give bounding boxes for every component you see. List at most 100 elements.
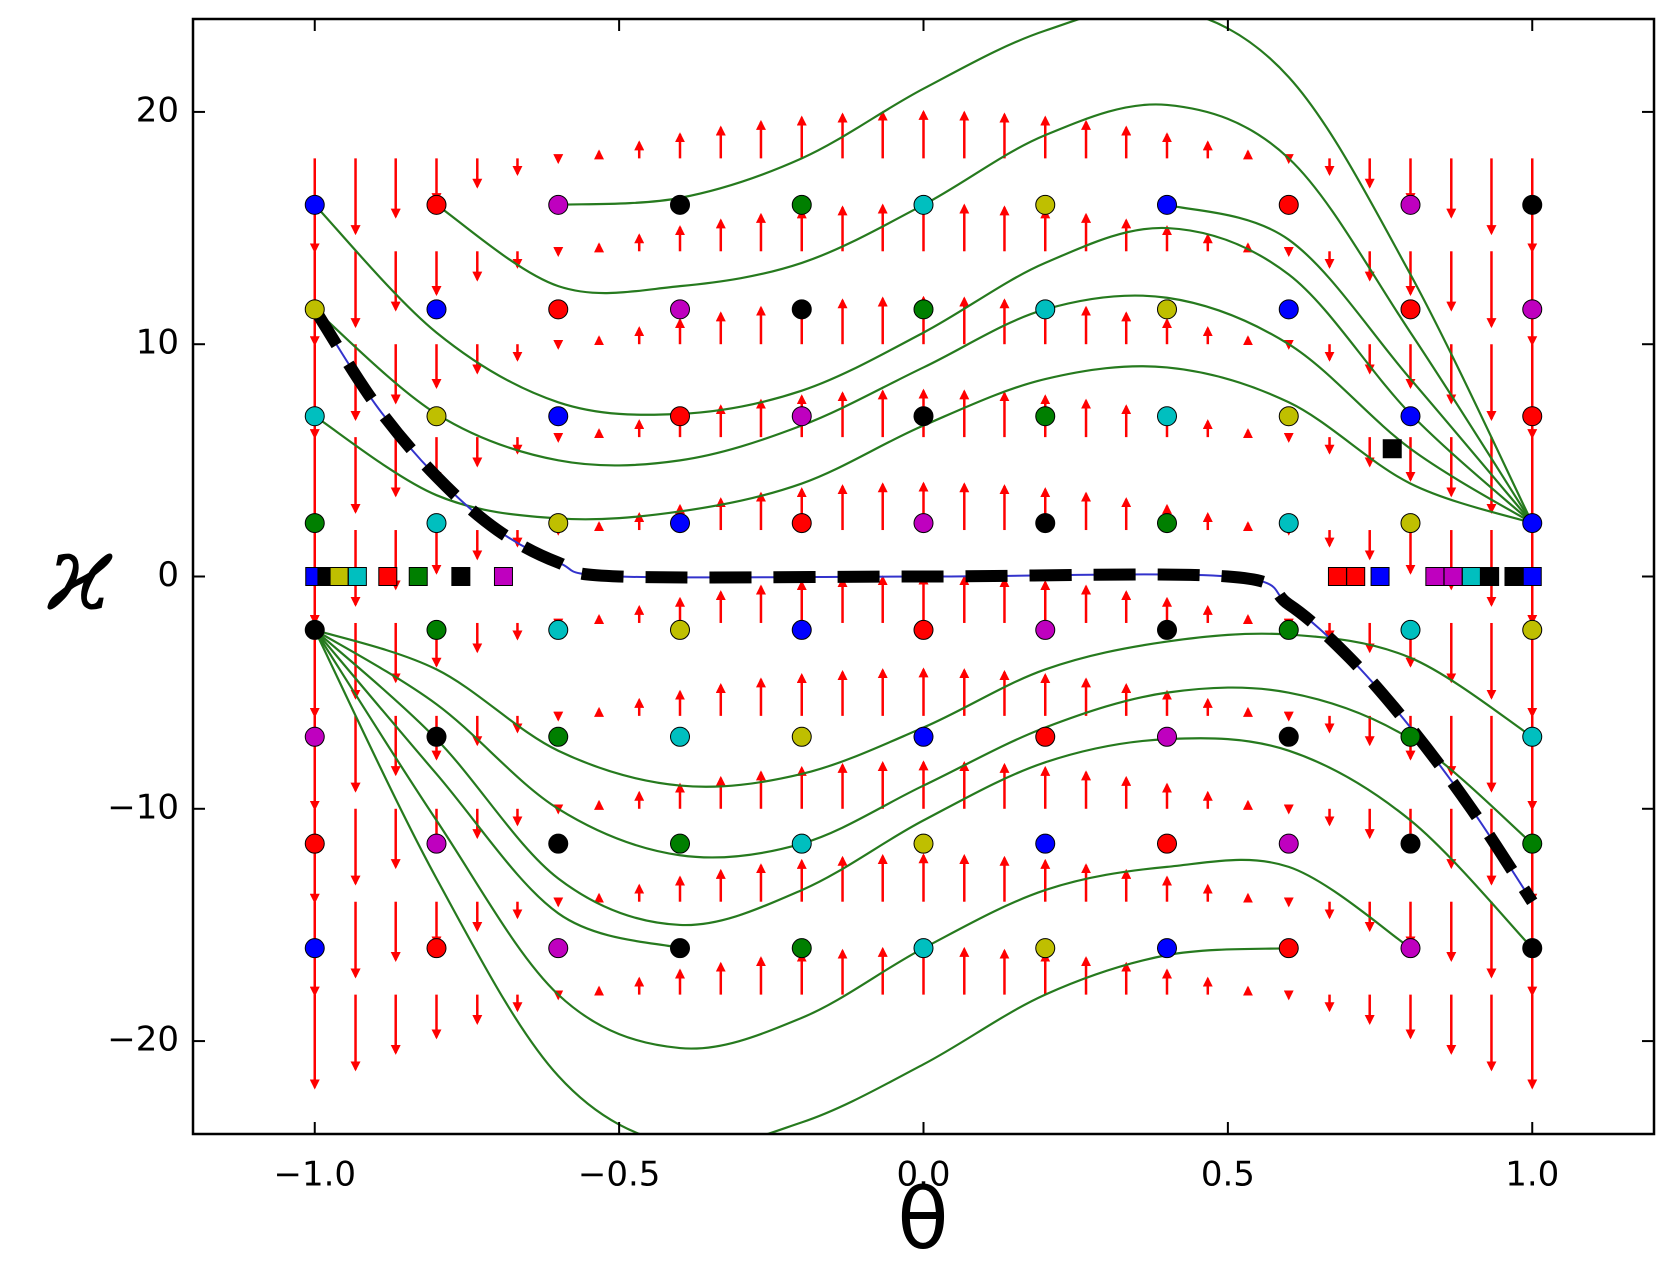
end-point xyxy=(1425,567,1445,586)
end-point xyxy=(329,567,349,586)
start-point xyxy=(791,619,812,640)
start-point xyxy=(1035,726,1056,747)
start-point xyxy=(304,833,325,854)
start-point xyxy=(1522,194,1543,215)
start-point xyxy=(548,619,569,640)
start-point xyxy=(670,406,690,427)
start-point xyxy=(1157,726,1177,747)
start-point xyxy=(791,938,812,959)
x-tick-label: −0.5 xyxy=(578,1155,661,1195)
start-point xyxy=(1400,726,1421,747)
start-point xyxy=(670,726,690,747)
start-point xyxy=(304,619,325,640)
start-point xyxy=(1278,299,1299,320)
trajectory xyxy=(313,629,1412,1050)
start-point xyxy=(913,938,934,959)
trajectory xyxy=(314,628,1533,859)
start-point xyxy=(1400,938,1421,959)
x-tick-label: 0.5 xyxy=(1201,1155,1255,1195)
start-point xyxy=(1157,833,1177,854)
start-point xyxy=(670,833,690,854)
start-point xyxy=(1278,619,1299,640)
trajectory xyxy=(558,19,1534,524)
start-point xyxy=(1157,513,1177,534)
start-point xyxy=(548,726,569,747)
start-point xyxy=(913,726,934,747)
x-tick-label: −1.0 xyxy=(273,1155,356,1195)
start-point xyxy=(1400,299,1421,320)
start-point xyxy=(1400,513,1421,534)
start-point xyxy=(304,194,325,215)
start-point xyxy=(791,833,812,854)
start-point xyxy=(1035,619,1056,640)
start-point xyxy=(426,619,447,640)
start-point xyxy=(426,513,447,534)
y-tick-label: 0 xyxy=(157,555,179,595)
start-point xyxy=(1400,619,1421,640)
start-point xyxy=(913,833,934,854)
start-point xyxy=(1522,299,1543,320)
start-point xyxy=(1157,938,1177,959)
start-point xyxy=(1278,194,1299,215)
start-point xyxy=(548,299,569,320)
start-point xyxy=(791,299,812,320)
end-point xyxy=(1382,439,1402,459)
start-point xyxy=(426,938,447,959)
start-point xyxy=(1278,513,1299,534)
start-point xyxy=(548,833,569,854)
y-axis-label: ϰ xyxy=(47,512,114,634)
trajectory xyxy=(313,204,1533,524)
start-point xyxy=(548,406,569,427)
start-point xyxy=(304,406,325,427)
start-point xyxy=(304,726,325,747)
end-point xyxy=(1370,567,1390,586)
start-point xyxy=(913,619,934,640)
start-point xyxy=(1522,726,1543,747)
end-point xyxy=(1443,567,1463,586)
y-tick-label: 20 xyxy=(136,90,179,130)
trajectory xyxy=(1166,203,1534,524)
end-point xyxy=(1480,567,1500,586)
end-point xyxy=(451,567,471,586)
start-point xyxy=(670,194,690,215)
axes: −1.0 −0.5 0.0 0.5 1.0 −20 −10 0 10 20 xyxy=(107,19,1654,1195)
y-tick-label: 10 xyxy=(136,323,179,363)
x-tick-label: 0.0 xyxy=(896,1155,950,1195)
start-point xyxy=(1522,619,1543,640)
start-point xyxy=(913,406,934,427)
end-point xyxy=(1327,567,1347,586)
start-point xyxy=(548,938,569,959)
start-point xyxy=(1035,833,1056,854)
start-point xyxy=(1400,406,1421,427)
start-point xyxy=(304,938,325,959)
trajectory xyxy=(313,629,681,950)
end-point xyxy=(1522,567,1542,586)
start-point xyxy=(426,406,447,427)
start-point xyxy=(1035,194,1056,215)
start-point xyxy=(791,513,812,534)
start-point xyxy=(1278,406,1299,427)
end-point xyxy=(1504,567,1524,586)
start-point xyxy=(426,833,447,854)
start-point xyxy=(913,299,934,320)
x-axis-label: θ xyxy=(897,1170,948,1268)
start-point xyxy=(1278,938,1299,959)
start-point xyxy=(670,513,690,534)
end-point xyxy=(1346,567,1366,586)
end-point xyxy=(1461,567,1481,586)
end-point xyxy=(493,567,513,586)
start-point xyxy=(1400,194,1421,215)
start-point xyxy=(548,194,569,215)
boundary-curve xyxy=(309,306,1538,905)
end-point xyxy=(347,567,367,586)
start-point xyxy=(670,619,690,640)
start-point xyxy=(1157,299,1177,320)
y-tick-label: −10 xyxy=(107,787,179,827)
y-tick-label: −20 xyxy=(107,1020,179,1060)
start-point xyxy=(1522,406,1543,427)
start-point xyxy=(791,726,812,747)
start-point xyxy=(913,513,934,534)
trajectory xyxy=(313,629,1289,1134)
start-point xyxy=(791,194,812,215)
